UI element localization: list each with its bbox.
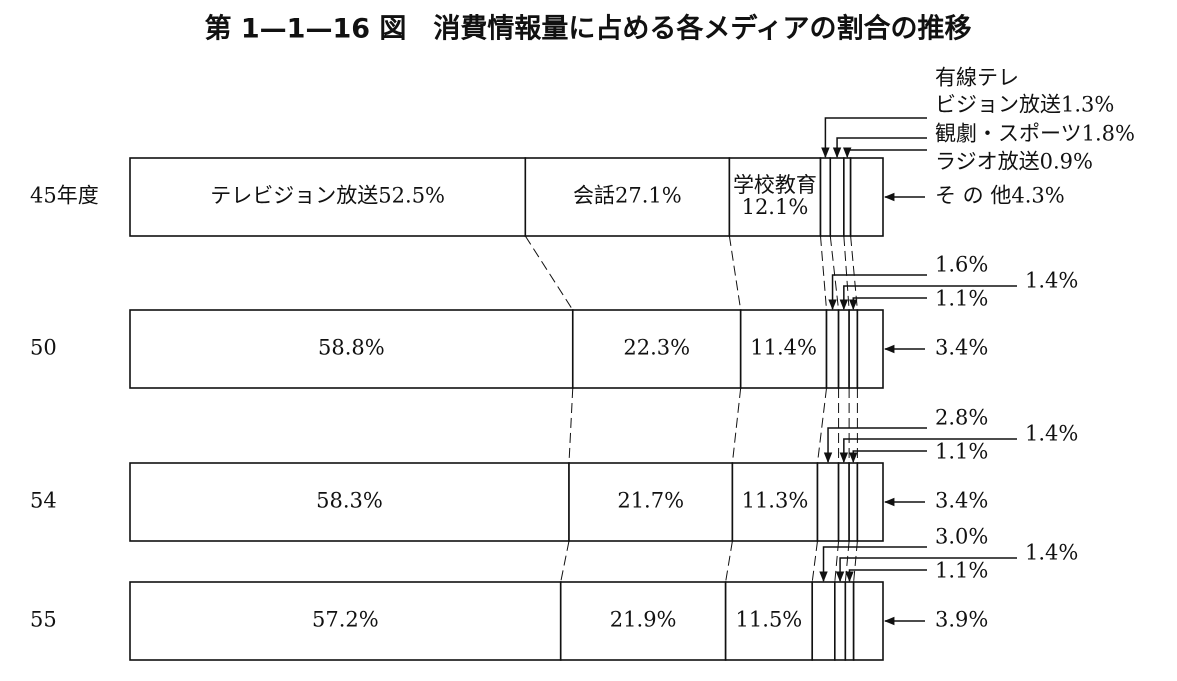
value-label: 1.4%: [1025, 269, 1078, 293]
connector: [568, 387, 574, 464]
leader-line: [839, 438, 1017, 464]
leader-line: [843, 147, 927, 159]
leader-line: [845, 569, 927, 583]
leader-line: [823, 427, 927, 464]
value-label: 11.3%: [742, 489, 809, 513]
bar-segment: [825, 309, 840, 389]
value-label: 58.3%: [316, 489, 383, 513]
connector: [853, 540, 858, 583]
value-label: テレビジョン放送52.5%: [210, 184, 445, 208]
value-label: 21.7%: [617, 489, 684, 513]
value-label: 1.6%: [935, 253, 988, 277]
connector: [834, 540, 840, 583]
leader-line: [832, 137, 927, 159]
connector: [728, 235, 742, 311]
connector: [560, 540, 570, 583]
value-label: 有線テレビジョン放送1.3%: [935, 65, 1114, 116]
value-label: 観劇・スポーツ1.8%: [935, 122, 1135, 146]
value-label: 1.1%: [935, 287, 988, 311]
value-label: 1.1%: [935, 559, 988, 583]
value-label: 1.1%: [935, 440, 988, 464]
value-label: 58.8%: [318, 336, 385, 360]
bar-segment: [849, 157, 884, 237]
leader-line: [839, 285, 1017, 311]
bar-segment: [739, 309, 828, 389]
value-label: 1.4%: [1025, 541, 1078, 565]
bar-segment: [728, 157, 822, 237]
value-label: 学校教育 12.1%: [733, 173, 817, 219]
bar-segment: [559, 581, 727, 661]
bar-segment: [834, 581, 847, 661]
value-label: 2.8%: [935, 406, 988, 430]
bar-segment: [848, 462, 859, 542]
connector: [725, 540, 733, 583]
bar-segment: [811, 581, 836, 661]
leader-line: [828, 274, 927, 311]
connector: [731, 387, 742, 464]
bar-segment: [816, 462, 840, 542]
y-tick-label: 50: [30, 336, 57, 360]
value-label: そ の 他4.3%: [935, 184, 1065, 208]
connector: [844, 540, 850, 583]
bar-segment: [129, 581, 562, 661]
bar-segment: [829, 157, 845, 237]
connector: [843, 235, 850, 311]
connector: [816, 387, 828, 464]
bar-segment: [848, 309, 859, 389]
value-label: 会話27.1%: [573, 184, 682, 208]
value-label: 11.4%: [750, 336, 817, 360]
bar-segment: [856, 462, 884, 542]
bar-segment: [129, 309, 574, 389]
value-label: 3.4%: [935, 336, 988, 360]
bar-segment: [852, 581, 884, 661]
bar-segment: [837, 309, 850, 389]
bar-segment: [129, 157, 527, 237]
bar-segment: [724, 581, 814, 661]
value-label: 1.4%: [1025, 422, 1078, 446]
bar-segment: [844, 581, 855, 661]
value-label: 11.5%: [736, 608, 803, 632]
y-tick-label: 45年度: [30, 184, 99, 208]
bar-segment: [856, 309, 884, 389]
value-label: 21.9%: [610, 608, 677, 632]
value-label: ラジオ放送0.9%: [935, 150, 1093, 174]
value-label: 3.0%: [935, 525, 988, 549]
leader-line: [849, 450, 927, 464]
connector: [524, 235, 574, 311]
value-label: 22.3%: [623, 336, 690, 360]
connector: [829, 235, 840, 311]
value-label: 3.9%: [935, 608, 988, 632]
chart-title: 第 1—1—16 図 消費情報量に占める各メディアの割合の推移: [204, 13, 971, 45]
bar-segment: [731, 462, 819, 542]
value-label: 3.4%: [935, 489, 988, 513]
connector: [811, 540, 818, 583]
bar-segment: [837, 462, 850, 542]
leader-line: [821, 117, 927, 159]
value-label: 57.2%: [312, 608, 379, 632]
y-tick-label: 55: [30, 608, 57, 632]
leader-line: [835, 557, 1017, 583]
leader-line: [849, 297, 927, 311]
y-tick-label: 54: [30, 489, 57, 513]
bar-segment: [843, 157, 852, 237]
connector: [850, 235, 858, 311]
connector: [820, 235, 828, 311]
bar-segment: [819, 157, 832, 237]
leader-line: [819, 546, 927, 583]
bar-segment: [524, 157, 731, 237]
